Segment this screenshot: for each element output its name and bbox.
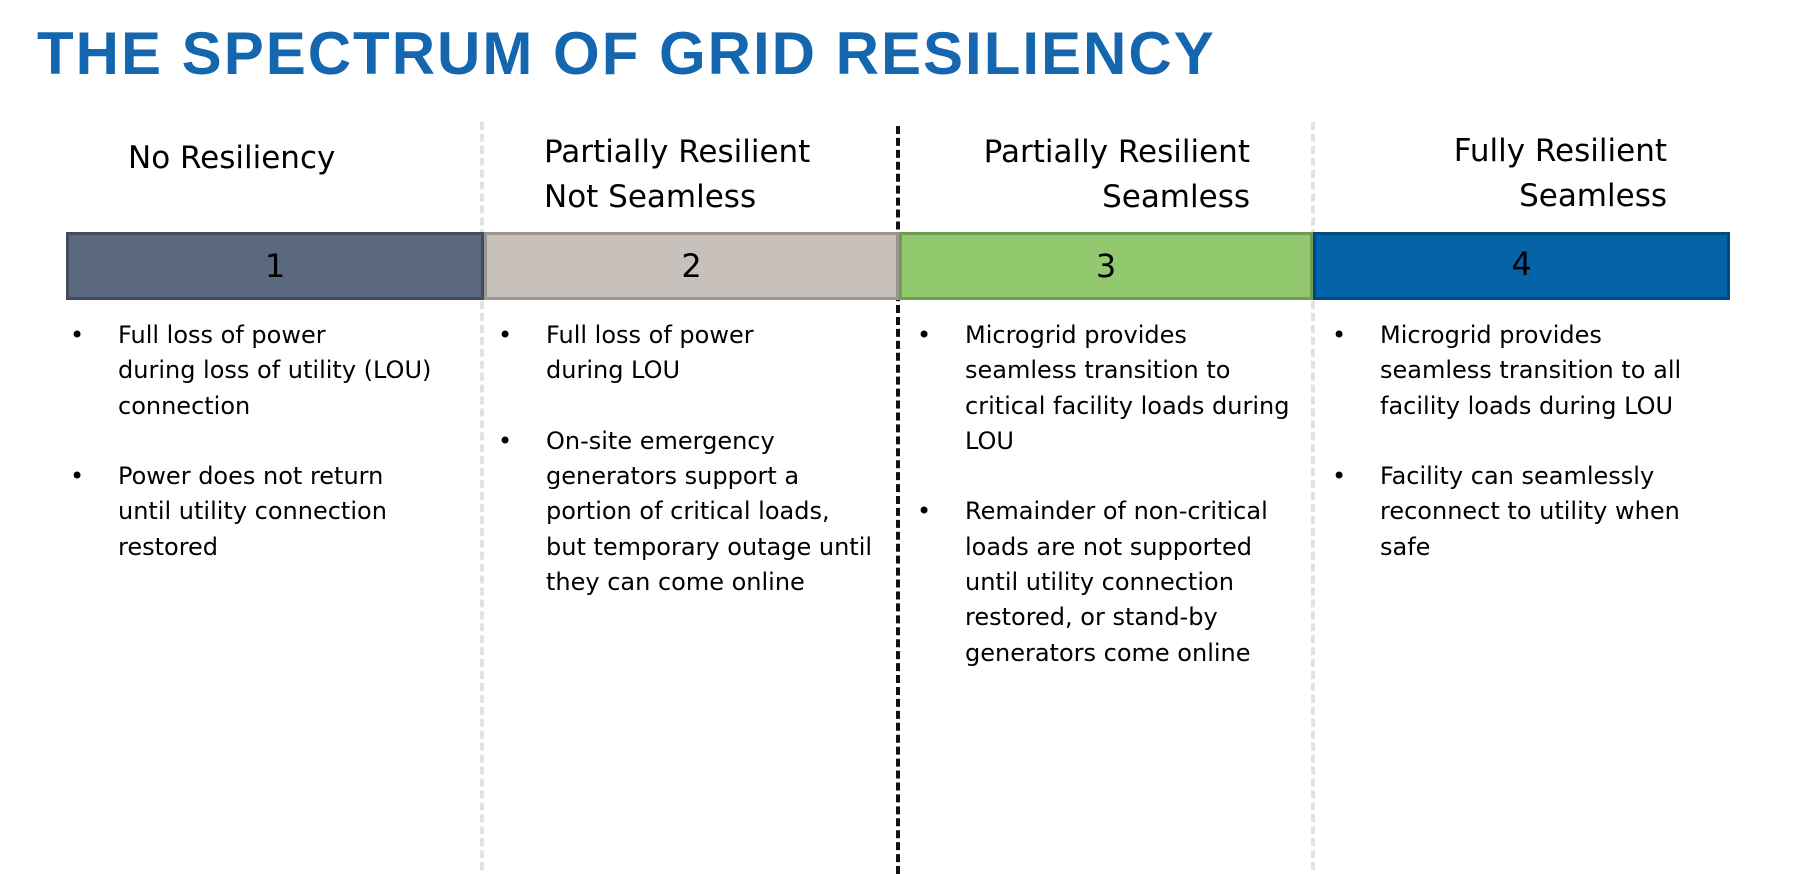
bullet-marker: • (70, 321, 85, 349)
heading-partially-resilient-seamless: Partially Resilient Seamless (984, 130, 1250, 220)
heading-line: Not Seamless (544, 179, 757, 215)
level-bar-2: 2 (484, 232, 899, 300)
heading-fully-resilient-seamless: Fully Resilient Seamless (1454, 129, 1667, 219)
level-number: 3 (1095, 247, 1117, 285)
bullet-text: Full loss of power during loss of utilit… (118, 321, 432, 420)
bullet-marker: • (917, 321, 932, 349)
list-item: • Microgrid provides seamless transition… (1328, 318, 1681, 424)
level-4-bullets: • Microgrid provides seamless transition… (1328, 318, 1681, 600)
page-title: THE SPECTRUM OF GRID RESILIENCY (37, 20, 1216, 87)
level-bar-4: 4 (1313, 232, 1730, 300)
bullet-text: Facility can seamlessly reconnect to uti… (1380, 462, 1680, 561)
level-number: 2 (681, 247, 702, 285)
heading-line: Seamless (1519, 178, 1667, 214)
bullet-text: Power does not return until utility conn… (118, 462, 387, 561)
heading-no-resiliency: No Resiliency (128, 136, 335, 181)
list-item: • Remainder of non-critical loads are no… (913, 494, 1289, 670)
bullet-text: On-site emergency generators support a p… (546, 426, 873, 597)
bullet-marker: • (1332, 462, 1347, 491)
bullet-text: Microgrid provides seamless transition t… (1380, 321, 1682, 420)
list-item: • Facility can seamlessly reconnect to u… (1328, 459, 1681, 565)
level-1-bullets: • Full loss of power during loss of util… (66, 318, 431, 600)
bullet-marker: • (498, 426, 513, 455)
divider-3-4 (1311, 122, 1315, 870)
list-item: • Power does not return until utility co… (66, 459, 431, 565)
divider-2-3 (896, 126, 900, 874)
level-number: 4 (1511, 245, 1532, 283)
bullet-text: Remainder of non-critical loads are not … (965, 497, 1268, 667)
bullet-marker: • (70, 462, 85, 491)
bullet-text: Microgrid provides seamless transition t… (965, 321, 1290, 455)
level-2-bullets: • Full loss of power during LOU • On-sit… (494, 318, 872, 636)
list-item: • Microgrid provides seamless transition… (913, 318, 1289, 459)
level-3-bullets: • Microgrid provides seamless transition… (913, 318, 1289, 706)
heading-line: Seamless (1102, 179, 1250, 215)
heading-line: Partially Resilient (544, 134, 811, 170)
heading-partially-resilient-not-seamless: Partially Resilient Not Seamless (544, 130, 810, 220)
level-bar-1: 1 (66, 232, 484, 300)
list-item: • Full loss of power during loss of util… (66, 318, 431, 424)
list-item: • Full loss of power during LOU (494, 318, 872, 389)
level-bar-3: 3 (899, 232, 1313, 300)
level-number: 1 (264, 247, 286, 285)
bullet-marker: • (917, 497, 932, 526)
list-item: • On-site emergency generators support a… (494, 424, 872, 600)
bullet-text: Full loss of power during LOU (546, 321, 754, 385)
bullet-marker: • (1332, 321, 1347, 349)
heading-line: No Resiliency (128, 140, 336, 176)
divider-1-2 (480, 122, 484, 870)
bullet-marker: • (498, 321, 513, 349)
heading-line: Partially Resilient (983, 134, 1250, 170)
heading-line: Fully Resilient (1453, 133, 1667, 169)
